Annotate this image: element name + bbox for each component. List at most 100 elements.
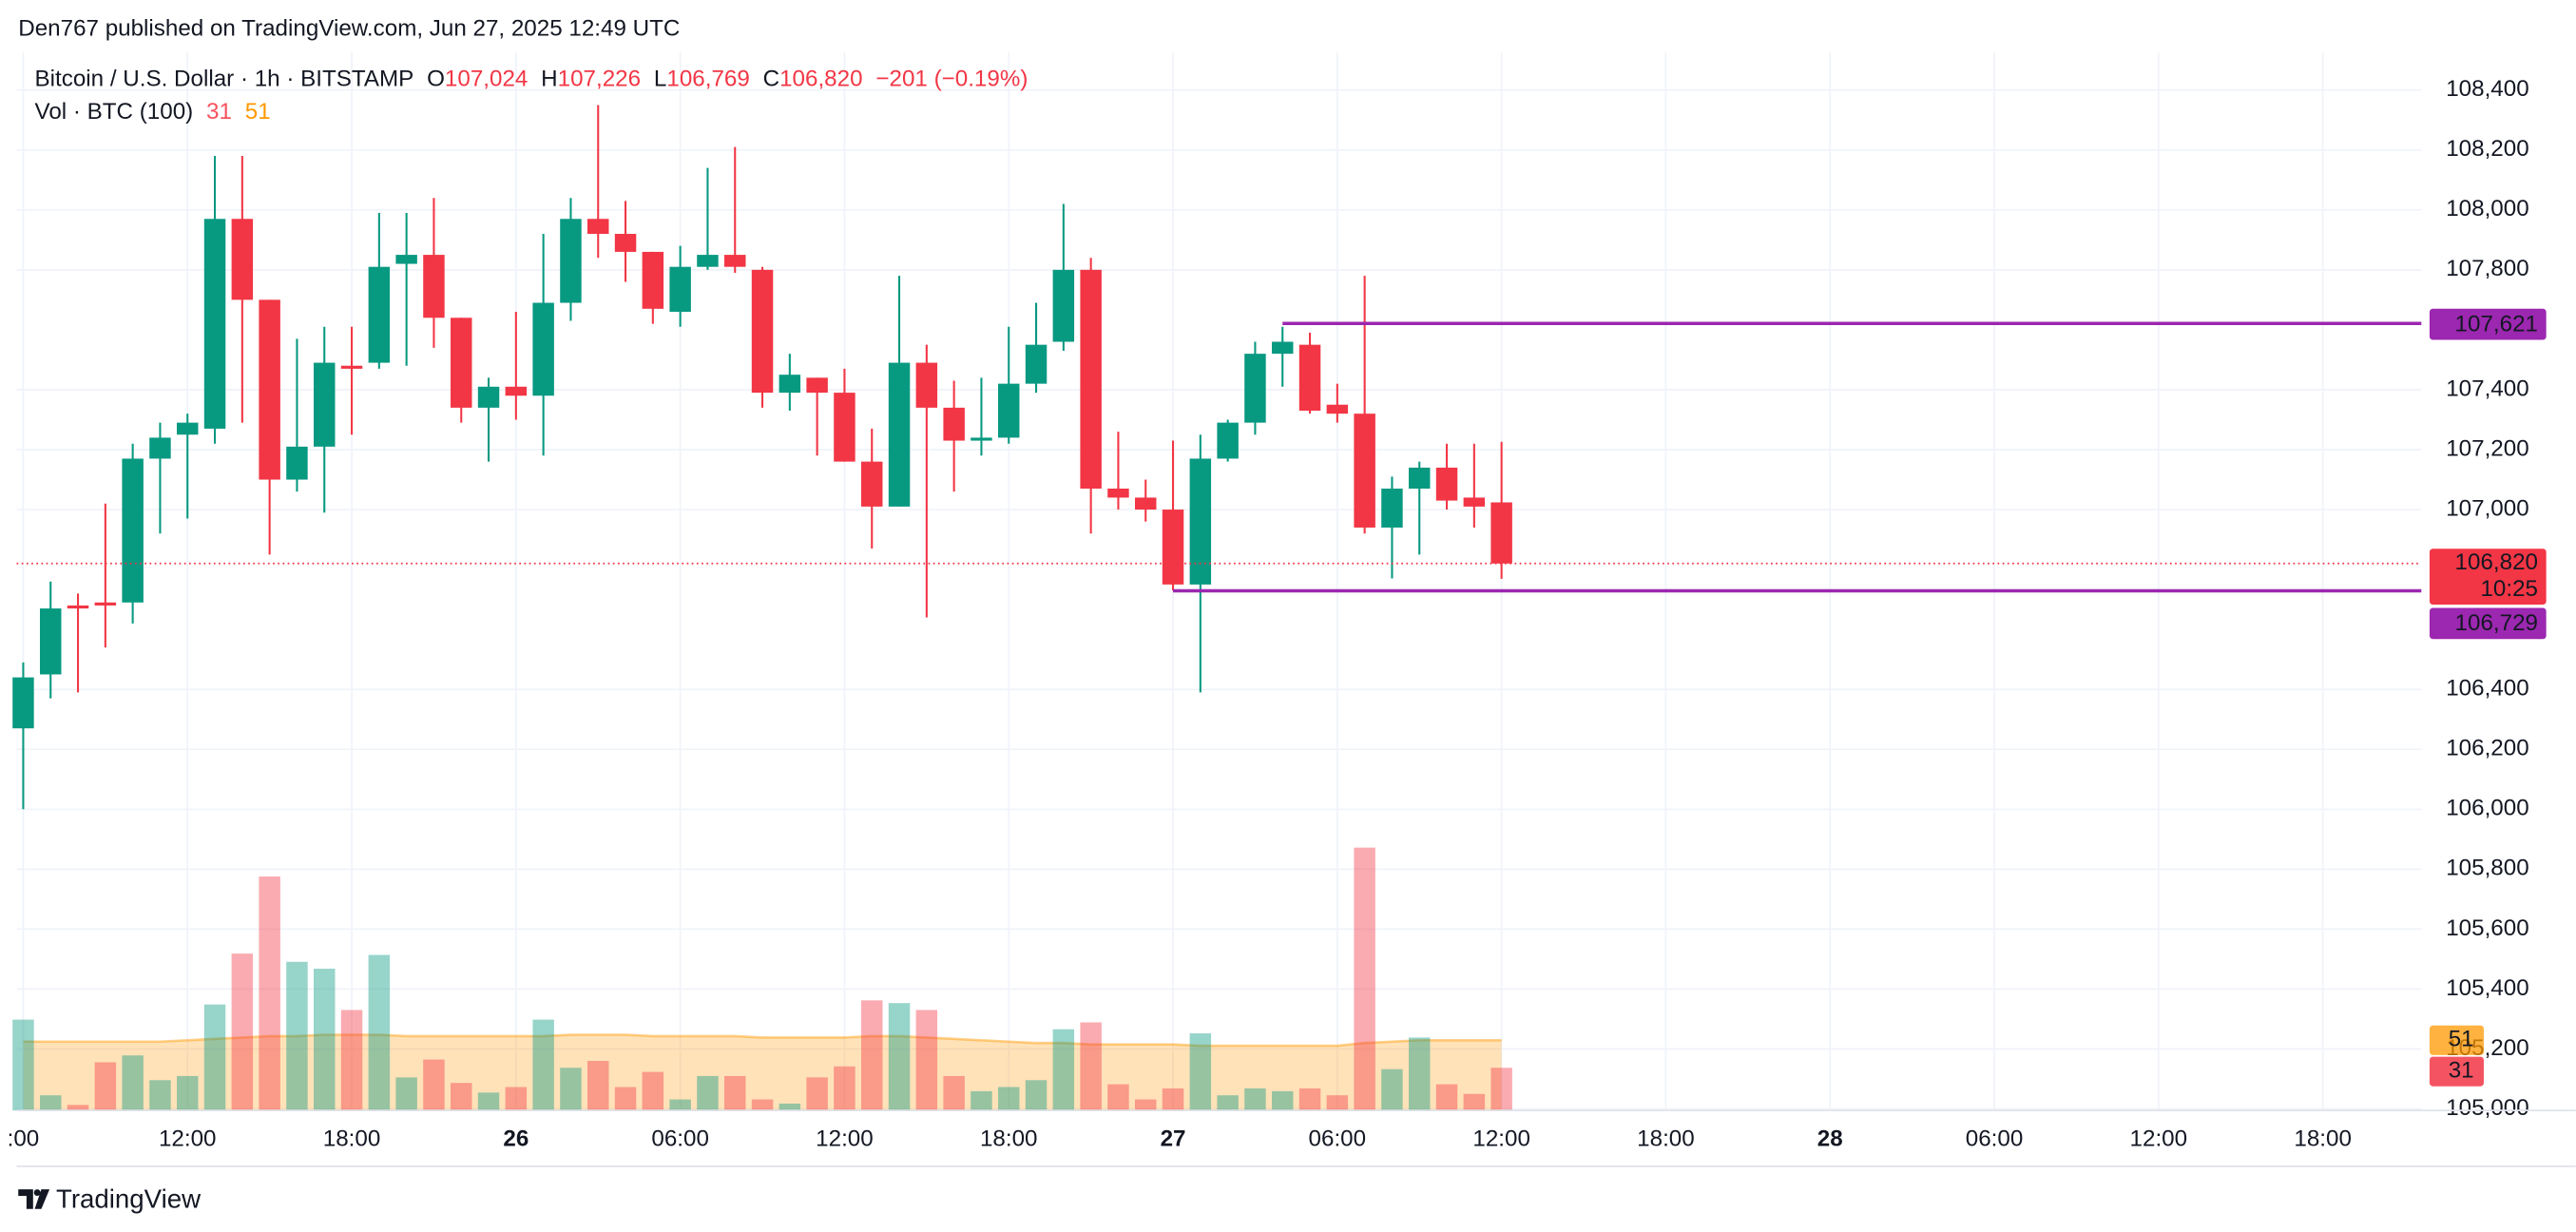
volume-ma-box <box>2429 1025 2484 1055</box>
candle-body <box>1463 497 1486 507</box>
volume-ma-line <box>23 1033 1502 1048</box>
candle-body <box>834 393 855 462</box>
countdown-label: 10:25 <box>2480 576 2538 602</box>
candle-body <box>1244 354 1266 423</box>
volume-bar <box>1409 1037 1431 1111</box>
ohlc-value: 107,024 <box>445 67 528 92</box>
y-tick-label: 107,200 <box>2446 435 2528 461</box>
candle-body <box>286 446 308 480</box>
volume-bar <box>231 953 254 1111</box>
volume-bar <box>40 1095 62 1111</box>
volume-bar <box>915 1010 938 1111</box>
candle-body <box>779 375 801 394</box>
volume-legend: Vol · BTC (100) 31 51 <box>35 100 271 125</box>
volume-bar <box>943 1075 965 1111</box>
volume-bar <box>314 969 336 1111</box>
candle-body <box>998 383 1020 438</box>
candle-body <box>532 302 554 396</box>
x-tick-label: 27 <box>1161 1126 1186 1152</box>
published-note: Den767 published on TradingView.com, Jun… <box>18 15 680 41</box>
volume-bar <box>12 1019 34 1111</box>
volume-ma-axis-label: 51 <box>2449 1027 2474 1052</box>
ohlc-key: C <box>763 67 779 92</box>
volume-bar <box>861 1000 883 1111</box>
candle-body <box>1298 344 1321 412</box>
y-tick-label: 107,400 <box>2446 375 2528 401</box>
volume-bar <box>94 1062 117 1111</box>
last-price-box <box>2429 549 2547 605</box>
x-tick-label: 12:00 <box>816 1126 874 1152</box>
x-tick-label: 18:00 <box>980 1126 1038 1152</box>
volume-bar <box>368 954 391 1111</box>
volume-bar <box>67 1105 89 1111</box>
candle-body <box>177 422 199 435</box>
ohlc-value: 106,820 <box>779 67 862 92</box>
y-tick-label: 106,000 <box>2446 796 2528 821</box>
y-tick-label: 108,400 <box>2446 76 2528 102</box>
candle-body <box>1435 467 1458 501</box>
volume-bar <box>286 961 308 1111</box>
ohlc-value: 107,226 <box>558 67 641 92</box>
volume-bar <box>1463 1093 1486 1111</box>
axis: 108,400 108,200 108,000 107,800 107,400 107,2… <box>8 76 2547 1152</box>
candle-body <box>368 266 391 363</box>
x-tick-label: 12:00 <box>2130 1126 2188 1152</box>
volume-bar <box>971 1090 992 1111</box>
level-label-box <box>2429 308 2547 340</box>
volume-bar <box>1052 1029 1075 1111</box>
candle-body <box>203 219 226 429</box>
volume-bar <box>587 1061 609 1111</box>
volume-bar <box>395 1077 417 1111</box>
x-tick-label: 18:00 <box>323 1126 381 1152</box>
x-tick-label: 18:00 <box>2294 1126 2352 1152</box>
volume-ma-value: 51 <box>245 100 271 125</box>
candle-body <box>94 602 117 606</box>
change-label: −201 (−0.19%) <box>875 67 1028 92</box>
x-tick-label: 12:00 <box>1472 1126 1530 1152</box>
y-tick-label: 108,200 <box>2446 136 2528 162</box>
candle-body <box>1326 404 1349 414</box>
volume-value: 31 <box>206 100 232 125</box>
volume-bar <box>1135 1099 1157 1111</box>
y-tick-label: 105,400 <box>2446 975 2528 1001</box>
volume-bar <box>149 1080 171 1111</box>
volume-bar <box>1272 1090 1294 1111</box>
candle-body <box>806 377 828 394</box>
candle-body <box>724 255 746 267</box>
volume-bar <box>177 1075 199 1111</box>
plot <box>12 105 2422 1111</box>
volume-bar <box>1490 1068 1512 1111</box>
candle-body <box>1162 510 1184 585</box>
candle-body <box>477 386 500 408</box>
volume-axis-label: 31 <box>2449 1058 2474 1084</box>
volume-bar <box>203 1004 226 1111</box>
volume-bar <box>669 1099 691 1111</box>
volume-bar <box>1107 1084 1129 1111</box>
volume-bar <box>505 1087 528 1111</box>
volume-bar <box>1080 1022 1102 1111</box>
volume-box <box>2429 1056 2484 1087</box>
legend: Bitcoin / U.S. Dollar · 1h · BITSTAMP O10… <box>35 67 1028 92</box>
candle-body <box>888 362 911 507</box>
candle-body <box>1409 467 1431 489</box>
volume-bar <box>259 876 280 1111</box>
volume-bar <box>614 1087 637 1111</box>
candle-body <box>751 269 774 394</box>
volume-bar <box>1189 1033 1212 1111</box>
candle-body <box>505 386 528 396</box>
candle-body <box>451 318 472 408</box>
candle-body <box>1052 269 1075 342</box>
level-label: 107,621 <box>2455 311 2538 337</box>
volume-bar <box>1217 1095 1239 1111</box>
volume-bar <box>340 1010 363 1111</box>
y-tick-label: 105,800 <box>2446 856 2528 881</box>
candle-body <box>1080 269 1102 489</box>
candle-body <box>40 608 62 675</box>
level-label: 106,729 <box>2455 610 2538 636</box>
volume-bar <box>1025 1080 1048 1111</box>
candle-body <box>122 458 144 603</box>
x-tick-label: 12:00 <box>159 1126 217 1152</box>
volume-bar <box>1298 1088 1321 1111</box>
y-tick-label: 107,800 <box>2446 256 2528 281</box>
candle-body <box>1490 502 1512 564</box>
